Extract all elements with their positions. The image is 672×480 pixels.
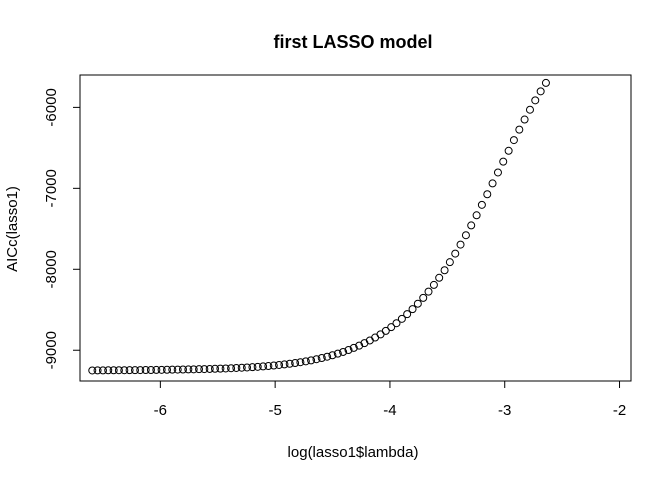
data-point bbox=[146, 365, 155, 374]
data-point bbox=[413, 299, 422, 308]
data-point bbox=[472, 211, 481, 220]
x-tick-label: -2 bbox=[613, 402, 626, 419]
data-point bbox=[88, 366, 97, 375]
y-axis-label: AICc(lasso1) bbox=[4, 186, 21, 272]
data-point bbox=[200, 365, 209, 374]
data-point bbox=[525, 105, 534, 114]
data-point bbox=[285, 359, 294, 368]
y-tick-label: -8000 bbox=[43, 250, 60, 288]
data-point bbox=[467, 221, 476, 230]
data-point bbox=[520, 115, 529, 124]
x-tick-label: -6 bbox=[154, 402, 167, 419]
data-point bbox=[435, 273, 444, 282]
data-point bbox=[541, 78, 550, 87]
y-tick-label: -9000 bbox=[43, 331, 60, 369]
data-point bbox=[323, 352, 332, 361]
data-point bbox=[408, 305, 417, 314]
data-point bbox=[387, 323, 396, 332]
data-point bbox=[349, 343, 358, 352]
data-point bbox=[141, 365, 150, 374]
data-point bbox=[392, 319, 401, 328]
data-point bbox=[232, 363, 241, 372]
data-point bbox=[189, 365, 198, 374]
data-point bbox=[269, 361, 278, 370]
data-point bbox=[248, 363, 257, 372]
data-point bbox=[531, 96, 540, 105]
data-point bbox=[93, 366, 102, 375]
data-point bbox=[461, 231, 470, 240]
data-point bbox=[445, 258, 454, 267]
x-axis: -6 -5 -4 -3 -2 bbox=[154, 381, 626, 419]
y-axis: -9000 -8000 -7000 -6000 bbox=[43, 88, 80, 369]
data-point bbox=[403, 310, 412, 319]
data-point bbox=[130, 366, 139, 375]
x-tick-label: -4 bbox=[383, 402, 396, 419]
data-point bbox=[424, 287, 433, 296]
data-point bbox=[109, 366, 118, 375]
data-point bbox=[280, 360, 289, 369]
data-point bbox=[211, 364, 219, 373]
data-point bbox=[275, 360, 284, 369]
data-point bbox=[488, 179, 497, 188]
data-point bbox=[168, 365, 177, 374]
y-tick-label: -7000 bbox=[43, 169, 60, 207]
data-point bbox=[136, 366, 145, 375]
data-point bbox=[291, 359, 300, 368]
data-point bbox=[456, 240, 465, 249]
data-point bbox=[221, 364, 230, 373]
data-point bbox=[163, 365, 172, 374]
plot-frame bbox=[79, 74, 632, 382]
data-point bbox=[397, 314, 406, 323]
data-point bbox=[317, 354, 326, 363]
data-point bbox=[195, 365, 204, 374]
data-point bbox=[328, 351, 337, 360]
data-point bbox=[216, 364, 225, 373]
data-point bbox=[339, 347, 348, 356]
data-point bbox=[333, 349, 342, 358]
data-point bbox=[483, 190, 492, 199]
data-point bbox=[509, 136, 518, 145]
data-point bbox=[355, 341, 364, 350]
data-point bbox=[205, 364, 214, 373]
data-point bbox=[381, 326, 390, 335]
data-point bbox=[307, 356, 316, 365]
x-tick-label: -3 bbox=[498, 402, 511, 419]
data-point bbox=[178, 365, 187, 374]
data-point bbox=[98, 366, 107, 375]
data-point bbox=[125, 366, 134, 375]
data-point bbox=[152, 365, 161, 374]
data-point bbox=[184, 365, 193, 374]
data-point bbox=[114, 366, 123, 375]
data-point bbox=[243, 363, 252, 372]
data-point bbox=[301, 357, 310, 366]
data-point bbox=[237, 363, 246, 372]
data-point bbox=[477, 200, 486, 209]
data-point bbox=[253, 362, 262, 371]
x-axis-label: log(lasso1$lambda) bbox=[288, 444, 419, 461]
data-point bbox=[515, 125, 524, 134]
chart-title: first LASSO model bbox=[273, 32, 432, 52]
y-tick-label: -6000 bbox=[43, 88, 60, 126]
data-point bbox=[259, 362, 268, 371]
data-point bbox=[104, 366, 113, 375]
data-point bbox=[419, 293, 428, 302]
data-point bbox=[536, 87, 545, 96]
data-point bbox=[429, 280, 438, 289]
data-point bbox=[504, 146, 513, 155]
data-point bbox=[312, 355, 321, 364]
data-point bbox=[120, 366, 129, 375]
data-point bbox=[344, 346, 353, 354]
data-point bbox=[264, 362, 273, 371]
x-tick-label: -5 bbox=[268, 402, 281, 419]
data-point bbox=[296, 358, 305, 367]
data-point bbox=[227, 364, 236, 373]
data-point bbox=[440, 266, 449, 275]
data-point bbox=[173, 365, 182, 374]
data-point bbox=[157, 365, 166, 374]
data-point bbox=[493, 168, 502, 177]
data-points bbox=[88, 78, 550, 375]
data-point bbox=[451, 249, 460, 258]
data-point bbox=[499, 157, 508, 166]
